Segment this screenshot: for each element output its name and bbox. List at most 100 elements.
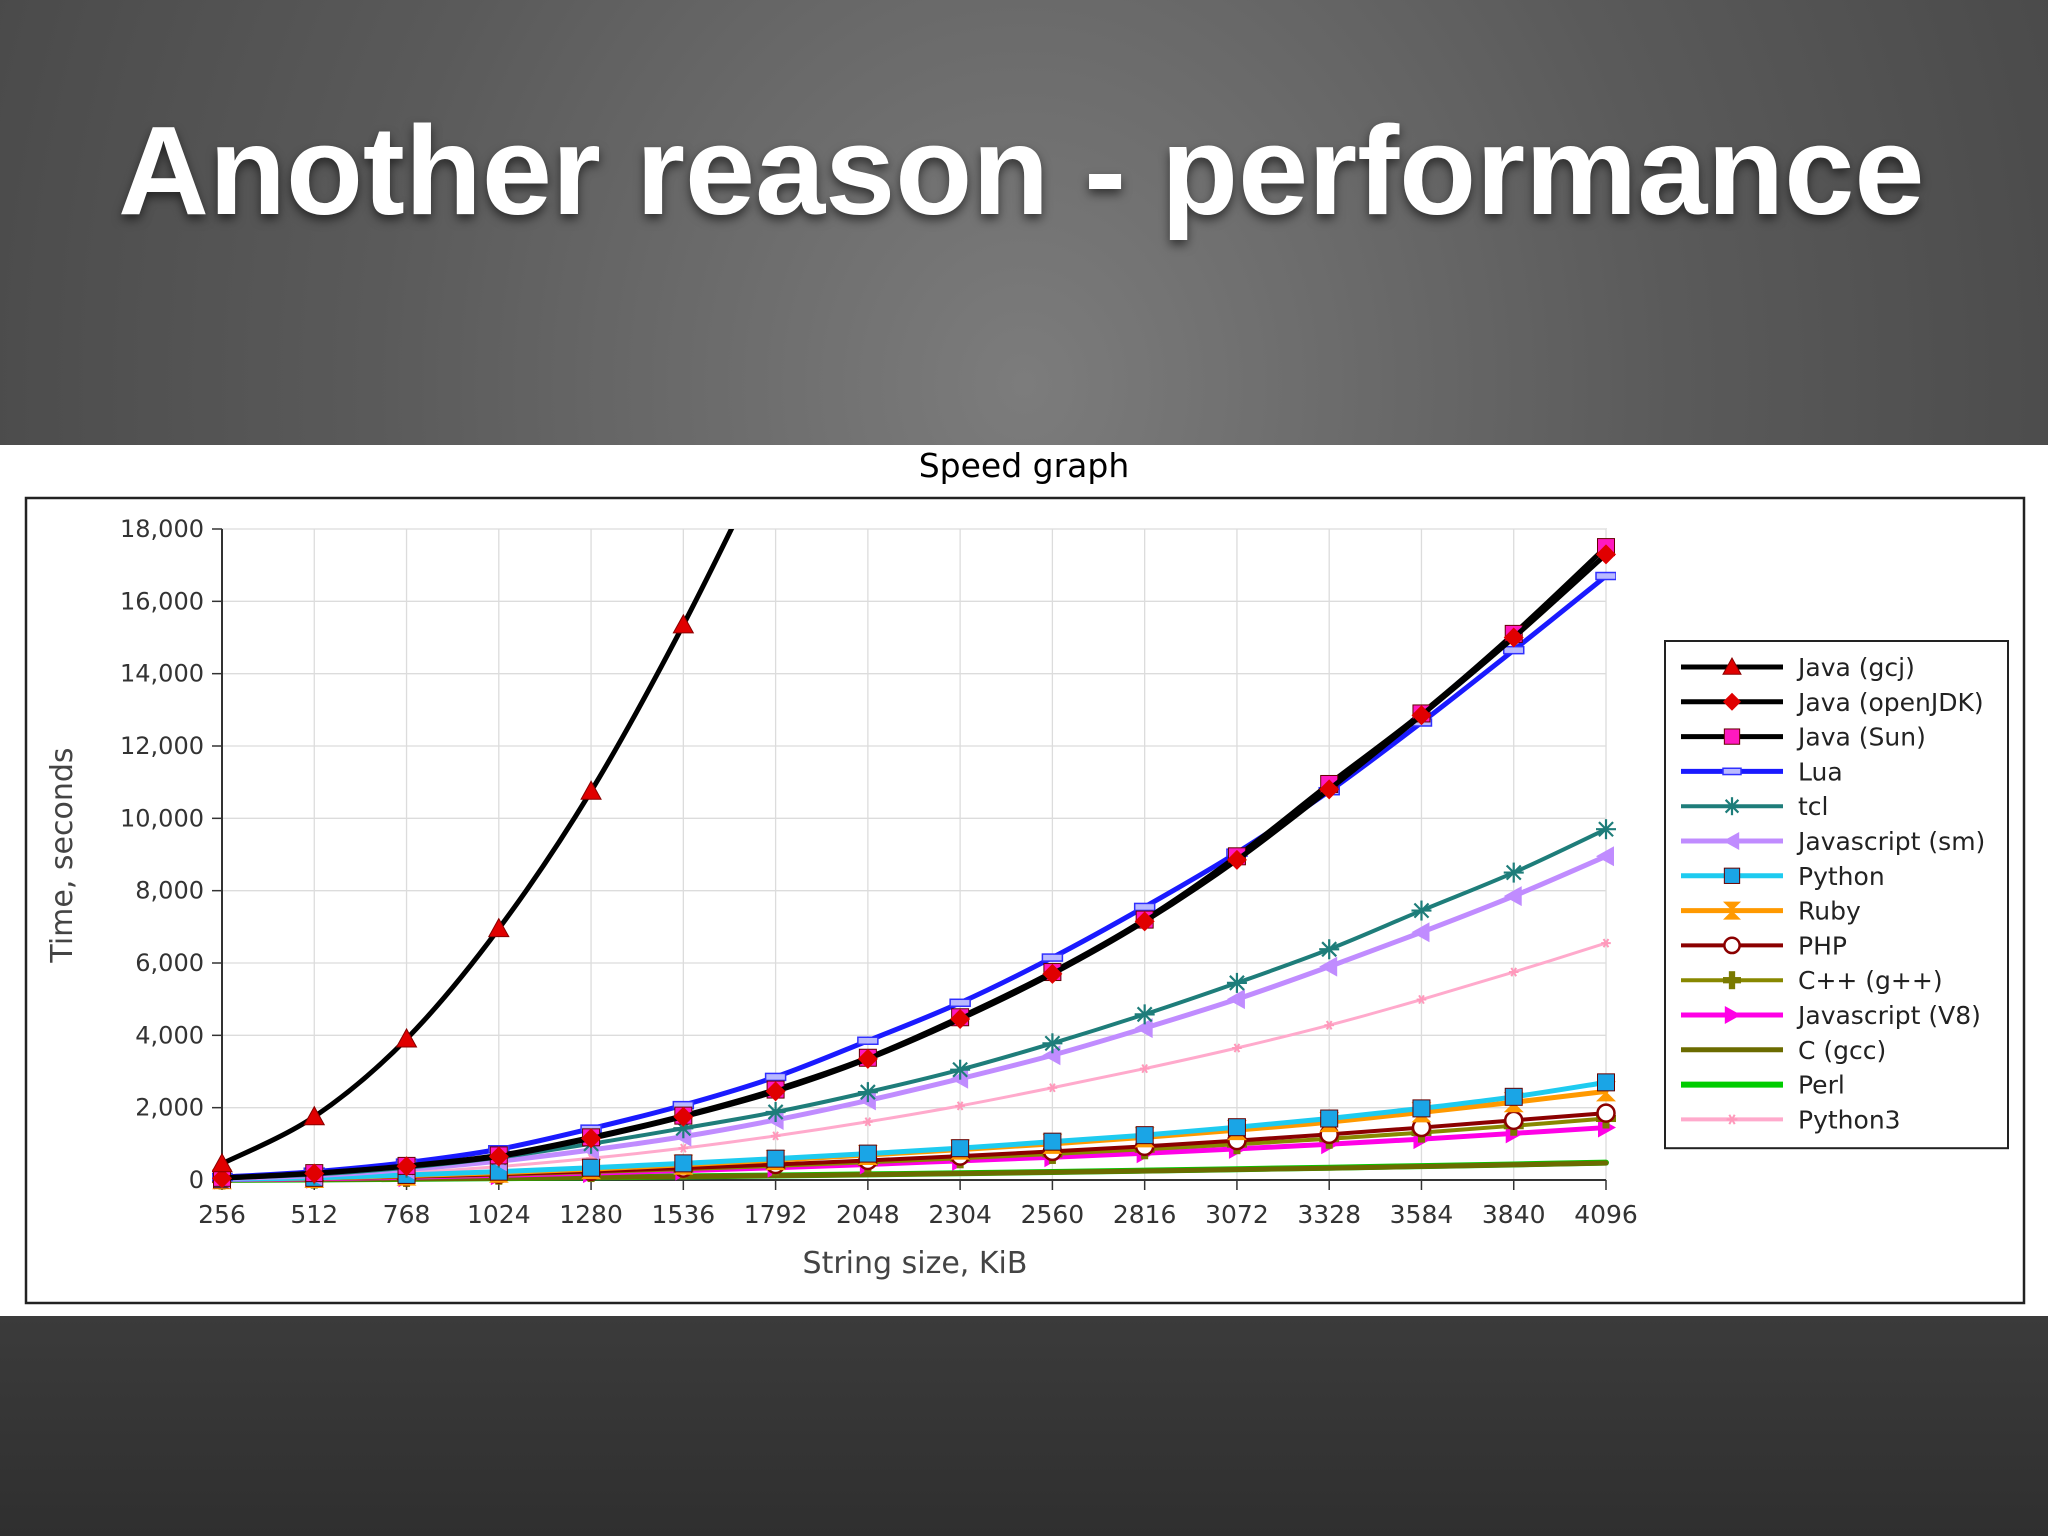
data-point [580, 780, 602, 800]
data-point [582, 1158, 601, 1177]
marker-stroke [1229, 975, 1245, 991]
legend-label: Lua [1798, 757, 1843, 786]
data-point [1042, 1033, 1063, 1054]
series-java-openjdk [212, 544, 1616, 1189]
data-point [672, 613, 695, 634]
marker-stroke [1325, 1020, 1333, 1030]
legend-marker [1723, 728, 1741, 745]
x-tick-label: 1024 [467, 1200, 531, 1229]
y-tick-label: 10,000 [120, 804, 204, 832]
data-point [1319, 939, 1340, 960]
chart-legend: Java (gcj) Java (openJDK) Java (Sun) Lua tcl… [1664, 640, 2009, 1150]
data-point [1043, 1132, 1062, 1151]
data-point [765, 1081, 786, 1102]
chart-title: Speed graph [919, 446, 1130, 485]
data-point [857, 1036, 879, 1046]
data-point [1324, 1020, 1334, 1030]
data-point [1596, 819, 1616, 840]
data-point [1226, 849, 1247, 870]
data-point [1042, 1045, 1061, 1066]
series-line [219, 529, 735, 1167]
legend-label: Ruby [1798, 897, 1861, 926]
legend-marker [1723, 832, 1740, 850]
data-point [1411, 705, 1432, 726]
data-point [1226, 972, 1247, 993]
marker-stroke [1505, 864, 1522, 881]
x-tick-label: 3328 [1297, 1200, 1361, 1229]
series-layer [212, 529, 1616, 1190]
marker-part [1728, 971, 1736, 990]
marker-stroke [1598, 821, 1614, 838]
legend-label: Python3 [1798, 1105, 1901, 1134]
legend-box [1664, 640, 2009, 1150]
data-point [1508, 967, 1519, 977]
data-point [1595, 571, 1616, 581]
y-tick-label: 18,000 [120, 515, 204, 543]
legend-marker [1723, 936, 1741, 955]
data-point [1320, 1109, 1339, 1128]
legend-item: Java (gcj) [1681, 653, 1915, 682]
data-point [770, 1131, 781, 1141]
legend-marker [1723, 901, 1741, 920]
slide-title: Another reason - performance [118, 100, 1925, 241]
y-tick-label: 2,000 [135, 1094, 204, 1122]
data-point [1596, 1103, 1616, 1123]
marker-stroke [680, 1143, 687, 1153]
legend-label: Java (openJDK) [1796, 688, 1984, 717]
legend-item: Java (openJDK) [1681, 688, 1984, 717]
legend-marker [1723, 867, 1741, 884]
data-point [765, 1102, 786, 1123]
data-point [1411, 900, 1432, 921]
speed-graph-chart: Speed graph 0 2,000 4,000 6,000 8,000 10,000 12… [24, 446, 2026, 1305]
legend-label: Javascript (sm) [1796, 827, 1985, 856]
data-point [673, 1106, 694, 1127]
data-point [863, 1117, 873, 1127]
data-point [1416, 994, 1427, 1005]
series-line [220, 941, 1608, 1181]
x-tick-label: 2304 [928, 1200, 992, 1229]
legend-item: C++ (g++) [1681, 966, 1943, 995]
marker-stroke [864, 1117, 872, 1127]
data-point [1597, 1073, 1615, 1092]
data-point [212, 1152, 233, 1173]
legend-item: Python [1681, 862, 1885, 891]
legend-label: C (gcc) [1798, 1036, 1886, 1065]
y-tick-label: 8,000 [135, 877, 204, 905]
y-tick-label: 12,000 [120, 732, 204, 760]
marker-stroke [952, 1061, 968, 1078]
data-point [396, 1156, 417, 1177]
data-point [487, 917, 510, 938]
data-point [678, 1143, 689, 1153]
legend-marker [1722, 767, 1742, 776]
marker-stroke [1049, 1083, 1056, 1093]
y-tick-label: 0 [189, 1166, 204, 1194]
series-line [219, 1079, 1609, 1182]
legend-label: Python [1798, 862, 1885, 891]
marker-stroke [1413, 902, 1430, 919]
legend-marker [1726, 1114, 1738, 1125]
data-point [1596, 544, 1616, 565]
data-point [1411, 922, 1430, 943]
data-point [1134, 1004, 1155, 1025]
marker-stroke [1602, 938, 1610, 948]
marker-stroke [1321, 941, 1338, 958]
y-tick-label: 14,000 [120, 660, 204, 688]
data-point [1503, 862, 1524, 883]
x-tick-label: 1280 [559, 1200, 623, 1229]
y-tick-label: 4,000 [135, 1021, 204, 1049]
chart-panel: Speed graph 0 2,000 4,000 6,000 8,000 10,000 12… [0, 445, 2048, 1316]
legend-label: PHP [1798, 931, 1847, 960]
data-point [581, 1128, 602, 1149]
legend-item: Javascript (sm) [1681, 827, 1985, 856]
data-point [857, 1048, 878, 1069]
series-line [219, 551, 1609, 1181]
x-tick-label: 3584 [1390, 1200, 1454, 1229]
series-line [219, 573, 1609, 1180]
data-point [949, 998, 971, 1008]
data-point [764, 1072, 787, 1082]
legend-item: tcl [1681, 792, 1829, 821]
x-tick-label: 4096 [1574, 1200, 1638, 1229]
marker-stroke [1724, 799, 1740, 814]
data-point [1134, 911, 1155, 932]
legend-marker [1724, 1006, 1741, 1024]
